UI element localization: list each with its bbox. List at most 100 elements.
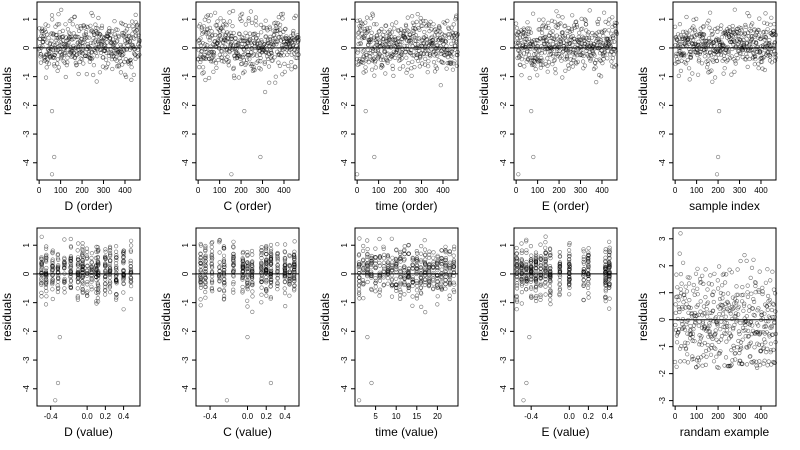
data-point xyxy=(358,26,363,31)
data-point xyxy=(131,72,136,77)
data-point xyxy=(691,288,696,293)
data-point xyxy=(736,329,742,334)
data-point xyxy=(419,23,424,28)
data-point xyxy=(440,31,445,37)
data-point xyxy=(375,33,380,38)
data-point xyxy=(419,51,424,56)
data-point xyxy=(250,252,255,257)
data-point xyxy=(696,59,701,64)
data-point xyxy=(695,266,700,271)
data-point xyxy=(406,47,411,52)
data-point xyxy=(291,28,296,34)
data-point xyxy=(675,285,680,290)
data-point xyxy=(99,23,105,28)
y-tick-label: 2 xyxy=(658,263,667,268)
data-point xyxy=(589,48,595,53)
data-point xyxy=(724,272,729,277)
data-point xyxy=(719,35,725,40)
x-tick-label: 0 xyxy=(673,186,678,195)
data-point xyxy=(752,345,757,350)
data-point xyxy=(43,75,49,80)
data-point xyxy=(582,63,588,68)
data-point xyxy=(225,54,230,59)
data-point xyxy=(242,69,247,74)
data-point xyxy=(543,292,548,297)
data-point xyxy=(686,32,691,37)
data-point xyxy=(137,52,142,57)
data-point xyxy=(356,35,361,40)
data-point xyxy=(602,28,607,33)
data-point xyxy=(44,244,49,249)
data-point xyxy=(586,291,591,296)
data-point xyxy=(583,42,588,47)
data-point xyxy=(705,21,710,26)
data-point xyxy=(529,253,534,258)
data-point xyxy=(385,60,390,65)
data-point xyxy=(413,32,418,38)
data-point xyxy=(62,290,67,295)
data-point xyxy=(760,289,765,294)
data-point xyxy=(93,37,98,42)
data-point xyxy=(674,333,680,338)
data-point xyxy=(430,40,435,46)
data-point xyxy=(282,286,287,291)
data-point xyxy=(729,348,734,353)
data-point xyxy=(535,73,540,78)
data-point xyxy=(423,56,428,62)
data-point xyxy=(46,47,51,52)
data-point xyxy=(376,29,381,34)
data-point xyxy=(205,30,210,35)
data-point xyxy=(410,294,415,299)
data-point xyxy=(674,340,680,345)
data-point xyxy=(674,364,679,369)
data-point xyxy=(63,42,69,47)
data-point xyxy=(234,46,239,52)
data-point xyxy=(749,291,754,296)
data-point xyxy=(586,35,592,40)
data-point xyxy=(750,323,755,328)
y-tick-label: -1 xyxy=(658,343,667,351)
y-tick-label: -3 xyxy=(340,356,349,364)
data-point xyxy=(259,285,264,290)
data-point xyxy=(673,302,678,307)
data-point xyxy=(57,34,62,40)
data-point xyxy=(439,267,444,272)
data-point xyxy=(80,241,85,246)
data-point xyxy=(713,26,718,32)
data-point xyxy=(740,337,745,342)
data-point xyxy=(206,51,211,56)
data-point xyxy=(519,250,524,255)
data-point xyxy=(48,46,54,52)
data-point xyxy=(756,66,761,71)
data-point xyxy=(717,296,723,302)
data-point xyxy=(198,59,203,65)
y-tick-label: -2 xyxy=(340,327,349,335)
data-point xyxy=(97,32,102,37)
data-point xyxy=(357,236,362,241)
data-point xyxy=(128,57,133,63)
data-point xyxy=(572,36,577,42)
data-point xyxy=(606,21,611,26)
data-point xyxy=(552,19,557,24)
data-point xyxy=(94,54,100,59)
data-point xyxy=(390,53,395,58)
y-axis-title: residuals xyxy=(159,293,173,341)
data-point xyxy=(237,32,242,37)
data-point xyxy=(598,38,604,43)
data-point xyxy=(75,286,80,291)
data-point xyxy=(432,33,437,38)
data-point xyxy=(204,27,209,32)
y-tick-label: -1 xyxy=(22,299,31,307)
x-tick-label: 100 xyxy=(213,186,227,195)
data-point xyxy=(276,28,281,33)
data-point xyxy=(443,244,448,249)
y-tick-label: 0 xyxy=(658,45,667,50)
data-point xyxy=(538,242,543,247)
data-point xyxy=(362,35,367,40)
x-axis-title: C (value) xyxy=(223,425,272,439)
data-point xyxy=(769,15,774,20)
data-point xyxy=(210,50,215,55)
data-point xyxy=(553,66,558,72)
y-tick-label: -1 xyxy=(499,299,508,307)
x-axis-title: E (order) xyxy=(542,199,589,213)
